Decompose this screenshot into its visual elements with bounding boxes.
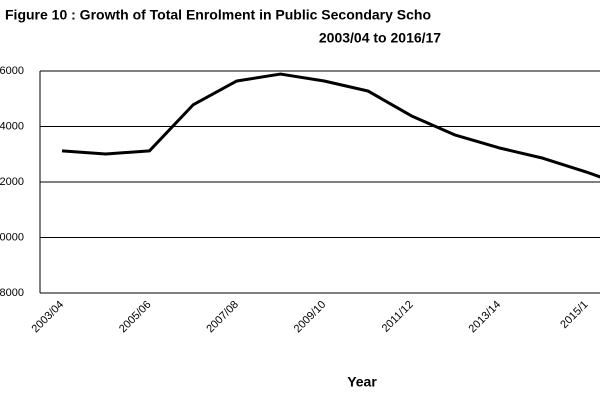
chart-subtitle: 2003/04 to 2016/17	[319, 30, 441, 46]
chart-title: Figure 10 : Growth of Total Enrolment in…	[5, 7, 431, 23]
x-tick-label: 2011/12	[380, 299, 416, 335]
x-tick-label: 2009/10	[292, 299, 329, 336]
data-line	[61, 72, 600, 179]
x-tick-label: 2003/04	[30, 299, 67, 336]
x-tick-label: 2015/1	[558, 299, 590, 331]
y-tick-label: 4000	[0, 120, 24, 132]
y-tick-label: 6000	[0, 65, 24, 77]
y-tick-label: 8000	[0, 287, 24, 299]
x-tick-label: 2013/14	[467, 299, 504, 336]
x-tick-label: 2005/06	[117, 299, 154, 336]
y-tick-label: 2000	[0, 176, 24, 188]
x-axis-title: Year	[347, 374, 377, 390]
x-tick-label: 2007/08	[204, 299, 241, 336]
y-tick-label: 0000	[0, 231, 24, 243]
